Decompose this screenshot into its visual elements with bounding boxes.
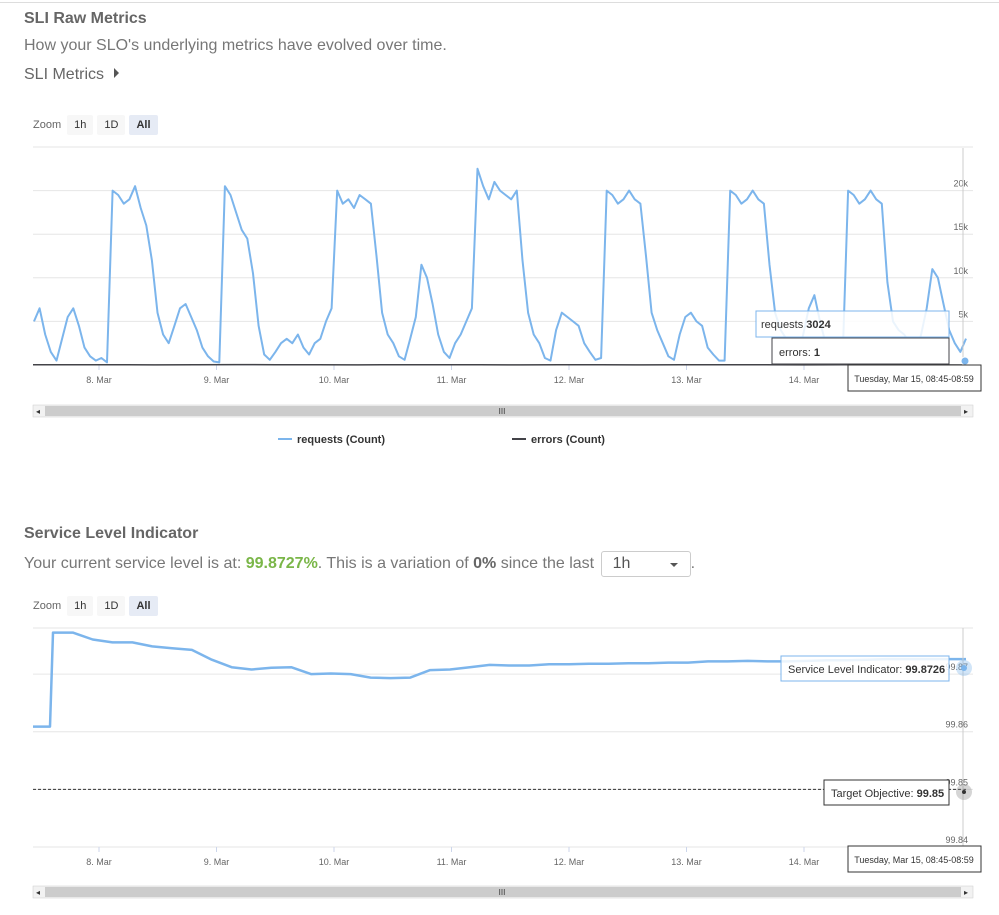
time-tooltip [847, 364, 982, 392]
y-tick-label: 99.86 [945, 720, 968, 730]
legend-item-errors[interactable]: errors (Count) [512, 434, 605, 446]
x-tick-label: 11. Mar [437, 375, 467, 385]
zoom-all-button[interactable]: All [129, 115, 158, 135]
zoom-1h-button[interactable]: 1h [67, 115, 94, 135]
errors-tooltip-text: errors: 1 [779, 347, 820, 359]
hover-point-sli [961, 665, 967, 671]
time-tooltip-text: Tuesday, Mar 15, 08:45-08:59 [854, 374, 974, 384]
sli-tooltip [780, 655, 950, 682]
time-tooltip-text: Tuesday, Mar 15, 08:45-08:59 [854, 855, 974, 865]
raw-metrics-description: How your SLO's underlying metrics have e… [24, 37, 447, 54]
time-tooltip [847, 845, 982, 873]
caret-right-icon [114, 68, 120, 78]
scroll-right-icon[interactable]: ▸ [964, 888, 968, 897]
raw-scrollbar-thumb[interactable] [45, 406, 961, 416]
variation-value: 0% [473, 555, 497, 573]
zoom-label: Zoom [33, 600, 62, 612]
sli-chart[interactable]: 99.84 99.85 99.86 99.87 8. Mar 9. Mar 10. Mar… [0, 620, 999, 915]
raw-metrics-title: SLI Raw Metrics [24, 10, 147, 27]
grip-icon: III [499, 407, 506, 416]
target-tooltip [823, 779, 950, 806]
grip-icon: III [499, 888, 506, 897]
y-tick-label: 20k [953, 179, 968, 189]
chevron-down-icon [669, 563, 678, 567]
x-tick-label: 13. Mar [671, 375, 702, 385]
x-tick-label: 11. Mar [437, 857, 467, 867]
requests-tooltip-text: requests 3024 [761, 319, 832, 331]
scroll-left-icon[interactable]: ◂ [36, 407, 40, 416]
sli-status-line: Your current service level is at: 99.872… [24, 551, 695, 577]
sli-metrics-toggle[interactable]: SLI Metrics [24, 66, 120, 84]
x-tick-label: 14. Mar [789, 375, 820, 385]
x-tick-label: 9. Mar [204, 857, 230, 867]
x-tick-label: 8. Mar [86, 375, 112, 385]
period-select[interactable]: 1h [600, 551, 691, 577]
x-tick-label: 14. Mar [789, 857, 820, 867]
x-tick-label: 8. Mar [86, 857, 112, 867]
top-divider [0, 2, 999, 3]
legend-swatch [512, 438, 526, 440]
scroll-right-icon[interactable]: ▸ [964, 407, 968, 416]
zoom-1h-button[interactable]: 1h [67, 596, 94, 616]
hover-point-target [962, 790, 966, 794]
x-tick-label: 10. Mar [319, 857, 350, 867]
sli-zoom-bar: Zoom 1h 1D All [33, 596, 162, 616]
x-tick-label: 13. Mar [671, 857, 702, 867]
hover-point-requests [960, 356, 970, 366]
current-service-level: 99.8727% [245, 555, 318, 573]
legend-swatch [278, 438, 292, 440]
zoom-label: Zoom [33, 119, 62, 131]
scroll-left-icon[interactable]: ◂ [36, 888, 40, 897]
requests-tooltip [755, 310, 950, 338]
x-tick-label: 12. Mar [554, 857, 585, 867]
sli-title: Service Level Indicator [24, 525, 199, 542]
y-tick-label: 99.85 [945, 777, 968, 787]
errors-tooltip [771, 337, 950, 365]
zoom-all-button[interactable]: All [129, 596, 158, 616]
sli-tooltip-text: Service Level Indicator: 99.8726 [788, 664, 945, 676]
y-tick-label: 15k [953, 222, 968, 232]
x-tick-label: 12. Mar [554, 375, 585, 385]
x-tick-label: 10. Mar [319, 375, 350, 385]
y-tick-label: 10k [953, 266, 968, 276]
y-tick-label: 99.84 [945, 835, 968, 845]
sli-scrollbar-thumb[interactable] [45, 887, 961, 897]
legend-item-requests[interactable]: requests (Count) [278, 434, 385, 446]
zoom-1d-button[interactable]: 1D [97, 596, 126, 616]
x-tick-label: 9. Mar [204, 375, 230, 385]
sli-metrics-label: SLI Metrics [24, 66, 105, 83]
target-tooltip-text: Target Objective: 99.85 [831, 788, 944, 800]
raw-zoom-bar: Zoom 1h 1D All [33, 115, 162, 135]
zoom-1d-button[interactable]: 1D [97, 115, 126, 135]
y-tick-label: 99.87 [945, 662, 968, 672]
requests-series-line [33, 167, 967, 364]
